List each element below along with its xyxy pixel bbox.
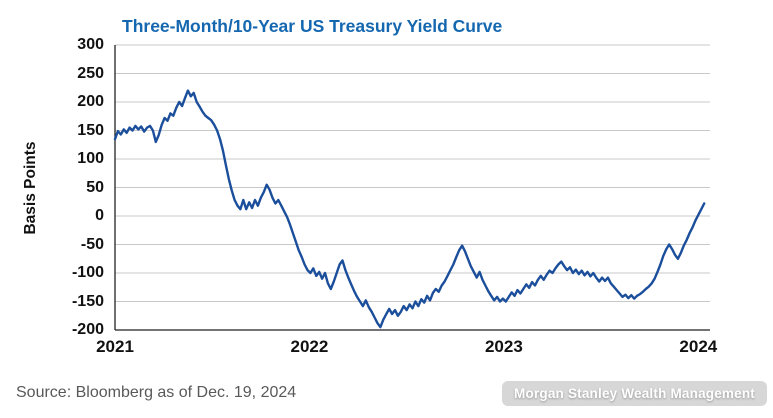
y-tick-label: 50 [86,178,104,196]
y-tick-label: 100 [77,150,104,167]
x-tick-label: 2023 [484,337,523,356]
y-tick-label: 200 [77,93,104,110]
y-tick-label: 0 [95,207,104,224]
brand-watermark: Morgan Stanley Wealth Management [502,381,767,406]
y-tick-label: -100 [71,264,104,281]
y-tick-label: 300 [77,36,104,53]
x-tick-label: 2022 [290,337,329,356]
y-tick-label: -200 [71,321,104,338]
y-tick-label: -50 [80,235,104,253]
chart-title: Three-Month/10-Year US Treasury Yield Cu… [122,16,503,36]
y-tick-label: 250 [77,64,104,82]
x-tick-label: 2021 [96,337,134,356]
yield-curve-series-line [113,89,706,329]
source-note: Source: Bloomberg as of Dec. 19, 2024 [16,384,297,401]
y-tick-label: -150 [71,292,104,310]
x-tick-label: 2024 [679,337,718,356]
y-tick-label: 150 [77,121,104,139]
